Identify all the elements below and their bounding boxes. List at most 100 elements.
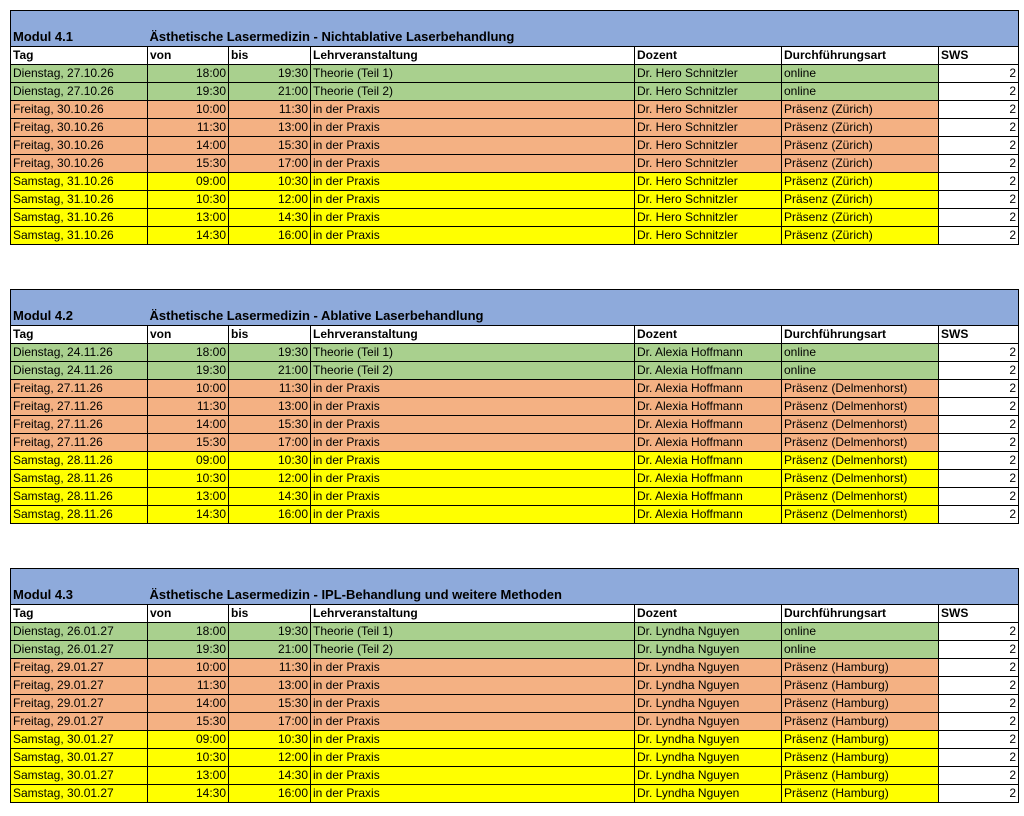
cell-art: Präsenz (Hamburg) <box>781 766 939 785</box>
table-row: Freitag, 29.01.27 14:00 15:30 in der Praxis… <box>10 694 1020 713</box>
cell-tag: Samstag, 28.11.26 <box>10 451 148 470</box>
cell-bis: 16:00 <box>228 784 311 803</box>
cell-von: 10:00 <box>147 379 229 398</box>
table-row: Samstag, 30.01.27 14:30 16:00 in der Praxis… <box>10 784 1020 803</box>
cell-dozent: Dr. Lyndha Nguyen <box>634 694 782 713</box>
cell-bis: 19:30 <box>228 343 311 362</box>
cell-dozent: Dr. Hero Schnitzler <box>634 82 782 101</box>
cell-tag: Samstag, 28.11.26 <box>10 469 148 488</box>
cell-tag: Samstag, 30.01.27 <box>10 766 148 785</box>
column-header: Dozent <box>634 46 782 65</box>
cell-art: Präsenz (Hamburg) <box>781 784 939 803</box>
cell-von: 09:00 <box>147 730 229 749</box>
cell-tag: Dienstag, 24.11.26 <box>10 361 148 380</box>
cell-sws: 2 <box>937 622 1020 641</box>
cell-lehr: in der Praxis <box>310 397 635 416</box>
cell-sws: 2 <box>937 451 1020 470</box>
cell-von: 10:00 <box>147 100 229 119</box>
cell-lehr: in der Praxis <box>310 676 635 695</box>
cell-dozent: Dr. Hero Schnitzler <box>634 190 782 209</box>
cell-von: 14:30 <box>147 784 229 803</box>
cell-bis: 14:30 <box>228 766 311 785</box>
table-row: Freitag, 30.10.26 14:00 15:30 in der Praxis… <box>10 136 1020 155</box>
column-header: Tag <box>10 604 148 623</box>
cell-art: Präsenz (Delmenhorst) <box>781 397 939 416</box>
schedule-table: Modul 4.1 Ästhetische Lasermedizin - Nich… <box>10 10 1020 245</box>
cell-von: 19:30 <box>147 82 229 101</box>
cell-sws: 2 <box>937 190 1020 209</box>
cell-bis: 10:30 <box>228 730 311 749</box>
table-row: Freitag, 29.01.27 11:30 13:00 in der Praxis… <box>10 676 1020 695</box>
cell-art: Präsenz (Hamburg) <box>781 748 939 767</box>
cell-bis: 14:30 <box>228 208 311 227</box>
cell-tag: Freitag, 27.11.26 <box>10 433 148 452</box>
cell-dozent: Dr. Lyndha Nguyen <box>634 748 782 767</box>
cell-sws: 2 <box>937 361 1020 380</box>
cell-sws: 2 <box>937 640 1020 659</box>
cell-dozent: Dr. Alexia Hoffmann <box>634 415 782 434</box>
cell-dozent: Dr. Hero Schnitzler <box>634 118 782 137</box>
schedule-table: Modul 4.3 Ästhetische Lasermedizin - IPL-… <box>10 568 1020 803</box>
cell-bis: 12:00 <box>228 748 311 767</box>
cell-lehr: in der Praxis <box>310 784 635 803</box>
cell-tag: Samstag, 31.10.26 <box>10 226 148 245</box>
table-row: Samstag, 31.10.26 09:00 10:30 in der Praxis… <box>10 172 1020 191</box>
cell-dozent: Dr. Hero Schnitzler <box>634 136 782 155</box>
cell-bis: 19:30 <box>228 64 311 83</box>
cell-tag: Freitag, 29.01.27 <box>10 676 148 695</box>
column-header: Durchführungsart <box>781 604 939 623</box>
cell-dozent: Dr. Lyndha Nguyen <box>634 622 782 641</box>
cell-art: Präsenz (Zürich) <box>781 118 939 137</box>
cell-tag: Freitag, 29.01.27 <box>10 658 148 677</box>
cell-art: Präsenz (Zürich) <box>781 226 939 245</box>
cell-lehr: in der Praxis <box>310 712 635 731</box>
cell-lehr: Theorie (Teil 1) <box>310 64 635 83</box>
cell-sws: 2 <box>937 226 1020 245</box>
cell-sws: 2 <box>937 748 1020 767</box>
cell-tag: Freitag, 30.10.26 <box>10 100 148 119</box>
cell-art: Präsenz (Zürich) <box>781 172 939 191</box>
cell-sws: 2 <box>937 154 1020 173</box>
cell-art: Präsenz (Hamburg) <box>781 694 939 713</box>
cell-bis: 16:00 <box>228 226 311 245</box>
column-header: Lehrveranstaltung <box>310 46 635 65</box>
cell-tag: Samstag, 31.10.26 <box>10 208 148 227</box>
cell-dozent: Dr. Alexia Hoffmann <box>634 505 782 524</box>
module-block: Modul 4.1 Ästhetische Lasermedizin - Nich… <box>10 10 1020 245</box>
cell-bis: 19:30 <box>228 622 311 641</box>
cell-art: Präsenz (Delmenhorst) <box>781 487 939 506</box>
cell-sws: 2 <box>937 343 1020 362</box>
cell-lehr: Theorie (Teil 1) <box>310 343 635 362</box>
cell-von: 14:00 <box>147 136 229 155</box>
column-header: Tag <box>10 325 148 344</box>
cell-dozent: Dr. Hero Schnitzler <box>634 226 782 245</box>
table-row: Dienstag, 27.10.26 19:30 21:00 Theorie (Tei… <box>10 82 1020 101</box>
cell-von: 10:30 <box>147 748 229 767</box>
cell-von: 10:00 <box>147 658 229 677</box>
cell-sws: 2 <box>937 658 1020 677</box>
cell-art: Präsenz (Zürich) <box>781 190 939 209</box>
cell-tag: Dienstag, 27.10.26 <box>10 82 148 101</box>
column-header: von <box>147 46 229 65</box>
cell-tag: Dienstag, 24.11.26 <box>10 343 148 362</box>
column-header: Lehrveranstaltung <box>310 604 635 623</box>
table-row: Dienstag, 24.11.26 19:30 21:00 Theorie (Tei… <box>10 361 1020 380</box>
cell-tag: Freitag, 27.11.26 <box>10 415 148 434</box>
cell-dozent: Dr. Alexia Hoffmann <box>634 379 782 398</box>
cell-tag: Samstag, 28.11.26 <box>10 487 148 506</box>
cell-bis: 13:00 <box>228 118 311 137</box>
module-title: Ästhetische Lasermedizin - Nichtablative… <box>147 10 1020 47</box>
cell-bis: 13:00 <box>228 397 311 416</box>
column-header: bis <box>228 604 311 623</box>
cell-lehr: in der Praxis <box>310 487 635 506</box>
cell-dozent: Dr. Alexia Hoffmann <box>634 397 782 416</box>
cell-lehr: in der Praxis <box>310 451 635 470</box>
column-header: Dozent <box>634 325 782 344</box>
cell-von: 14:30 <box>147 505 229 524</box>
table-row: Samstag, 28.11.26 10:30 12:00 in der Praxis… <box>10 469 1020 488</box>
module-code: Modul 4.3 <box>10 568 148 605</box>
cell-tag: Samstag, 30.01.27 <box>10 748 148 767</box>
cell-von: 13:00 <box>147 487 229 506</box>
cell-art: Präsenz (Delmenhorst) <box>781 415 939 434</box>
cell-bis: 12:00 <box>228 469 311 488</box>
